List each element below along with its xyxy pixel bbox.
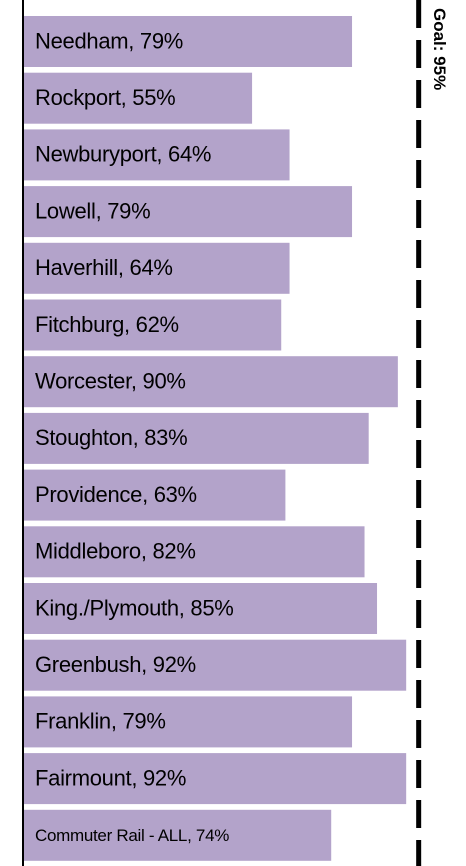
bar-label: Needham, 79% bbox=[35, 28, 183, 53]
bar bbox=[23, 469, 286, 521]
bar bbox=[23, 72, 253, 124]
bar-label: Lowell, 79% bbox=[35, 198, 150, 223]
bar-label: Stoughton, 83% bbox=[35, 425, 187, 450]
bar-label: Greenbush, 92% bbox=[35, 652, 196, 677]
bar-label: Franklin, 79% bbox=[35, 709, 166, 734]
bar bbox=[23, 583, 378, 634]
bar bbox=[23, 16, 353, 67]
bar-label: Worcester, 90% bbox=[35, 369, 186, 394]
bar bbox=[23, 242, 290, 294]
bar-label: Newburyport, 64% bbox=[35, 142, 211, 167]
bar-label: Commuter Rail - ALL, 74% bbox=[35, 826, 229, 845]
bar-label: Rockport, 55% bbox=[35, 85, 175, 110]
bar bbox=[23, 639, 407, 691]
bar-label: Providence, 63% bbox=[35, 482, 197, 507]
bar bbox=[23, 129, 290, 181]
bar bbox=[23, 753, 407, 805]
bar bbox=[23, 526, 365, 578]
bar-label: Fitchburg, 62% bbox=[35, 312, 179, 337]
bar bbox=[23, 356, 398, 408]
bar-label: Haverhill, 64% bbox=[35, 255, 173, 280]
bar bbox=[23, 809, 332, 861]
bar bbox=[23, 299, 282, 351]
goal-label: Goal: 95% bbox=[430, 8, 449, 90]
bar-label: King./Plymouth, 85% bbox=[35, 595, 234, 620]
bar-label: Fairmount, 92% bbox=[35, 765, 186, 790]
bar bbox=[23, 186, 353, 238]
bar-label: Middleboro, 82% bbox=[35, 539, 196, 564]
bar bbox=[23, 696, 353, 748]
bar bbox=[23, 412, 369, 464]
